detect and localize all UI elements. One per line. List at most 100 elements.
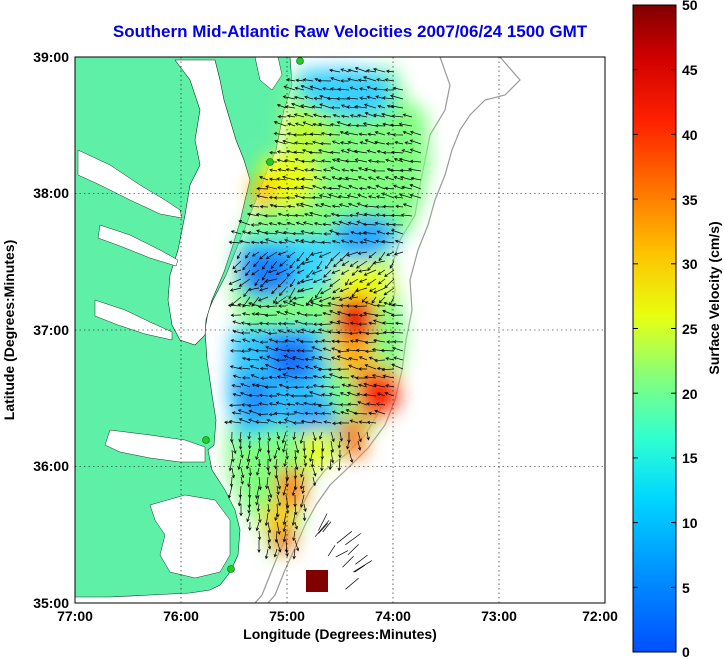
velocity-vector <box>331 204 341 208</box>
velocity-vector <box>305 251 314 262</box>
velocity-vector <box>299 494 305 508</box>
velocity-vectors <box>224 67 422 590</box>
velocity-vector <box>300 260 314 265</box>
velocity-vector <box>267 485 273 499</box>
velocity-vector <box>282 440 287 453</box>
velocity-vector <box>382 204 395 209</box>
velocity-vector <box>399 193 413 199</box>
velocity-vector <box>323 232 332 236</box>
velocity-vector <box>302 121 314 127</box>
velocity-vector <box>364 204 377 208</box>
velocity-vector <box>402 130 413 136</box>
velocity-vector <box>240 449 244 459</box>
velocity-vector <box>372 260 386 265</box>
velocity-vector <box>304 357 314 362</box>
velocity-vector <box>286 251 296 259</box>
velocity-vector <box>241 356 251 361</box>
velocity-vector <box>399 175 413 181</box>
velocity-vector <box>245 251 251 259</box>
velocity-vector <box>349 339 359 343</box>
velocity-vector <box>312 278 323 284</box>
velocity-vector <box>227 303 242 308</box>
velocity-vector <box>335 232 350 236</box>
velocity-vector <box>246 322 260 326</box>
velocity-vector <box>367 132 377 137</box>
velocity-vector <box>285 494 290 509</box>
velocity-vector <box>276 440 281 451</box>
velocity-vector <box>318 513 328 531</box>
velocity-vector <box>257 296 269 302</box>
velocity-vector <box>340 114 350 118</box>
colorbar-label: Surface Velocity (cm/s) <box>706 221 722 374</box>
velocity-vector <box>371 296 377 304</box>
velocity-vector <box>329 320 341 325</box>
velocity-vector <box>347 383 359 388</box>
velocity-vector <box>351 269 359 276</box>
velocity-vector <box>391 346 404 352</box>
potomac-river <box>77 149 183 219</box>
velocity-vector <box>253 260 260 268</box>
velocity-vector <box>264 313 278 318</box>
velocity-vector <box>318 523 329 534</box>
velocity-vector <box>259 340 269 344</box>
velocity-vector <box>358 367 368 371</box>
velocity-vector <box>347 544 359 556</box>
velocity-vector <box>331 347 341 352</box>
velocity-vector <box>371 374 386 379</box>
velocity-vector <box>250 240 260 245</box>
velocity-vector <box>337 184 350 190</box>
velocity-vector <box>328 186 341 190</box>
velocity-vector <box>331 339 341 344</box>
velocity-vector <box>409 130 422 136</box>
velocity-vector <box>366 278 377 286</box>
velocity-vector <box>274 339 287 344</box>
velocity-vector <box>321 411 332 416</box>
velocity-vector <box>367 159 377 163</box>
velocity-vector <box>313 176 323 181</box>
velocity-vector <box>228 278 242 285</box>
velocity-vector <box>239 504 243 517</box>
velocity-vector <box>364 340 377 345</box>
velocity-vector <box>342 556 354 568</box>
velocity-vector <box>331 410 341 415</box>
velocity-vector <box>273 548 278 558</box>
velocity-vector <box>332 113 341 118</box>
velocity-vector <box>311 158 323 163</box>
velocity-vector <box>364 139 377 145</box>
velocity-vector <box>322 87 332 91</box>
velocity-vector <box>292 133 305 137</box>
velocity-vector <box>257 304 269 309</box>
velocity-vector <box>331 356 341 361</box>
velocity-vector <box>347 77 359 82</box>
velocity-vector <box>284 238 296 244</box>
velocity-vector <box>264 385 278 389</box>
velocity-vector <box>354 338 368 343</box>
velocity-vector <box>283 418 296 424</box>
velocity-vector <box>348 364 359 370</box>
velocity-vector <box>296 278 305 285</box>
velocity-vector <box>327 132 341 137</box>
velocity-vector <box>384 88 395 92</box>
velocity-vector <box>402 203 413 208</box>
velocity-vector <box>259 366 269 371</box>
velocity-vector <box>247 476 251 488</box>
velocity-vector <box>357 431 362 443</box>
velocity-vector <box>378 251 386 262</box>
velocity-vector <box>337 194 350 199</box>
velocity-vector <box>278 287 287 297</box>
velocity-vector <box>282 373 296 379</box>
velocity-vector <box>310 167 323 172</box>
velocity-vector <box>329 123 341 127</box>
colorbar: 50 45 40 35 30 25 20 15 10 5 0 Surface V… <box>632 0 722 659</box>
velocity-vector <box>321 240 332 245</box>
velocity-vector <box>373 383 386 388</box>
velocity-vector <box>295 78 305 83</box>
velocity-vector <box>296 330 305 334</box>
velocity-vector <box>338 296 350 301</box>
velocity-vector <box>361 296 368 303</box>
velocity-vector <box>246 512 251 523</box>
velocity-vector <box>358 313 368 318</box>
y-axis: 39:00 38:00 37:00 36:00 35:00 Latitude (… <box>1 49 69 611</box>
velocity-vector <box>318 251 332 258</box>
velocity-vector <box>255 449 260 461</box>
